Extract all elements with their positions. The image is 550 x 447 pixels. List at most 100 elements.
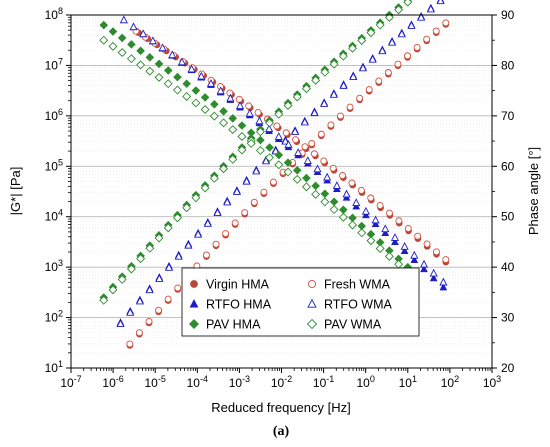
series-layer — [99, 0, 450, 349]
modulus-point — [250, 198, 258, 206]
modulus-point — [348, 43, 358, 53]
modulus-point — [155, 306, 163, 314]
phase-point — [323, 172, 332, 181]
phase-point — [303, 156, 312, 165]
x-tick-label: 10-5 — [145, 374, 166, 390]
phase-point — [136, 46, 145, 56]
phase-point — [419, 259, 429, 268]
legend-marker — [189, 319, 199, 329]
phase-point — [367, 194, 375, 202]
modulus-point — [184, 240, 193, 249]
y-right-tick-label: 30 — [501, 311, 515, 325]
modulus-point — [329, 90, 338, 98]
phase-point — [404, 225, 412, 232]
modulus-point — [163, 223, 173, 233]
phase-point — [339, 172, 347, 179]
phase-point — [301, 182, 311, 192]
modulus-point — [300, 117, 309, 126]
x-tick-label: 101 — [399, 374, 417, 390]
y-right-tick-label: 90 — [501, 8, 515, 22]
phase-point — [332, 181, 341, 189]
x-tick-label: 103 — [483, 374, 501, 390]
figure-caption: (a) — [273, 424, 290, 439]
phase-point — [158, 43, 167, 52]
modulus-point — [308, 139, 316, 147]
ticks: 10-7 10-6 10-5 10-4 10-3 10-2 10-1 100 101 102 103… — [45, 6, 515, 390]
phase-point — [191, 98, 201, 108]
y-right-tick-label: 40 — [501, 260, 515, 274]
phase-point — [187, 64, 196, 73]
x-tick-label: 10-3 — [229, 374, 250, 390]
modulus-point — [426, 4, 435, 13]
modulus-point — [213, 208, 222, 217]
modulus-point — [356, 94, 364, 102]
modulus-point — [145, 243, 155, 253]
phase-point — [99, 20, 109, 30]
modulus-point — [135, 329, 143, 337]
modulus-point — [108, 285, 118, 295]
legend-label: RTFO WMA — [324, 298, 392, 312]
phase-point — [292, 174, 302, 184]
modulus-point — [232, 187, 241, 195]
modulus-point — [212, 240, 220, 248]
legend-label: Fresh WMA — [324, 278, 391, 292]
phase-point — [439, 277, 448, 286]
phase-point — [177, 57, 187, 66]
phase-point — [320, 157, 328, 165]
x-tick-label: 100 — [357, 374, 375, 390]
phase-point — [154, 72, 164, 82]
phase-point — [429, 268, 438, 277]
y-left-tick-label: 106 — [45, 107, 63, 123]
modulus-point — [346, 103, 354, 111]
modulus-point — [145, 285, 154, 294]
modulus-point — [310, 108, 319, 117]
legend-marker — [306, 318, 318, 330]
modulus-point — [320, 67, 330, 77]
phase-point — [311, 181, 320, 191]
legend-marker — [190, 280, 198, 288]
modulus-point — [126, 340, 134, 348]
modulus-point — [155, 274, 164, 282]
modulus-point — [136, 254, 146, 264]
modulus-point — [407, 21, 416, 29]
phase-point — [139, 29, 148, 38]
phase-point — [235, 95, 243, 103]
modulus-point — [261, 156, 271, 165]
phase-point — [246, 138, 256, 148]
modulus-point — [368, 54, 377, 63]
phase-point — [391, 237, 399, 245]
modulus-point — [242, 176, 251, 185]
phase-point — [235, 101, 245, 110]
modulus-point — [432, 27, 440, 35]
phase-point — [129, 22, 138, 31]
phase-point — [173, 72, 182, 82]
phase-point — [172, 85, 182, 95]
phase-point — [119, 15, 128, 24]
modulus-point — [269, 178, 277, 186]
y-left-tick-label: 107 — [45, 56, 63, 72]
phase-point — [386, 209, 393, 217]
y-left-tick-label: 104 — [45, 208, 63, 224]
modulus-point — [311, 75, 321, 85]
phase-point — [206, 79, 216, 87]
phase-point — [375, 243, 385, 253]
phase-point — [284, 140, 293, 148]
phase-point — [265, 153, 275, 163]
y-left-axis-title: |G*| [Pa] — [8, 167, 23, 216]
series-rtfo-wma — [116, 0, 448, 328]
phase-point — [342, 189, 351, 198]
phase-point — [117, 33, 127, 43]
phase-point — [255, 145, 265, 155]
modulus-point — [327, 121, 335, 129]
phase-point — [357, 228, 367, 238]
phase-point — [442, 256, 450, 264]
modulus-point — [135, 296, 144, 305]
phase-point — [127, 40, 136, 49]
modulus-point — [252, 166, 261, 175]
phase-point — [294, 148, 303, 156]
modulus-point — [126, 307, 135, 316]
phase-point — [395, 217, 403, 225]
phase-point — [237, 131, 247, 141]
phase-point — [384, 251, 394, 261]
phase-point — [200, 105, 210, 114]
